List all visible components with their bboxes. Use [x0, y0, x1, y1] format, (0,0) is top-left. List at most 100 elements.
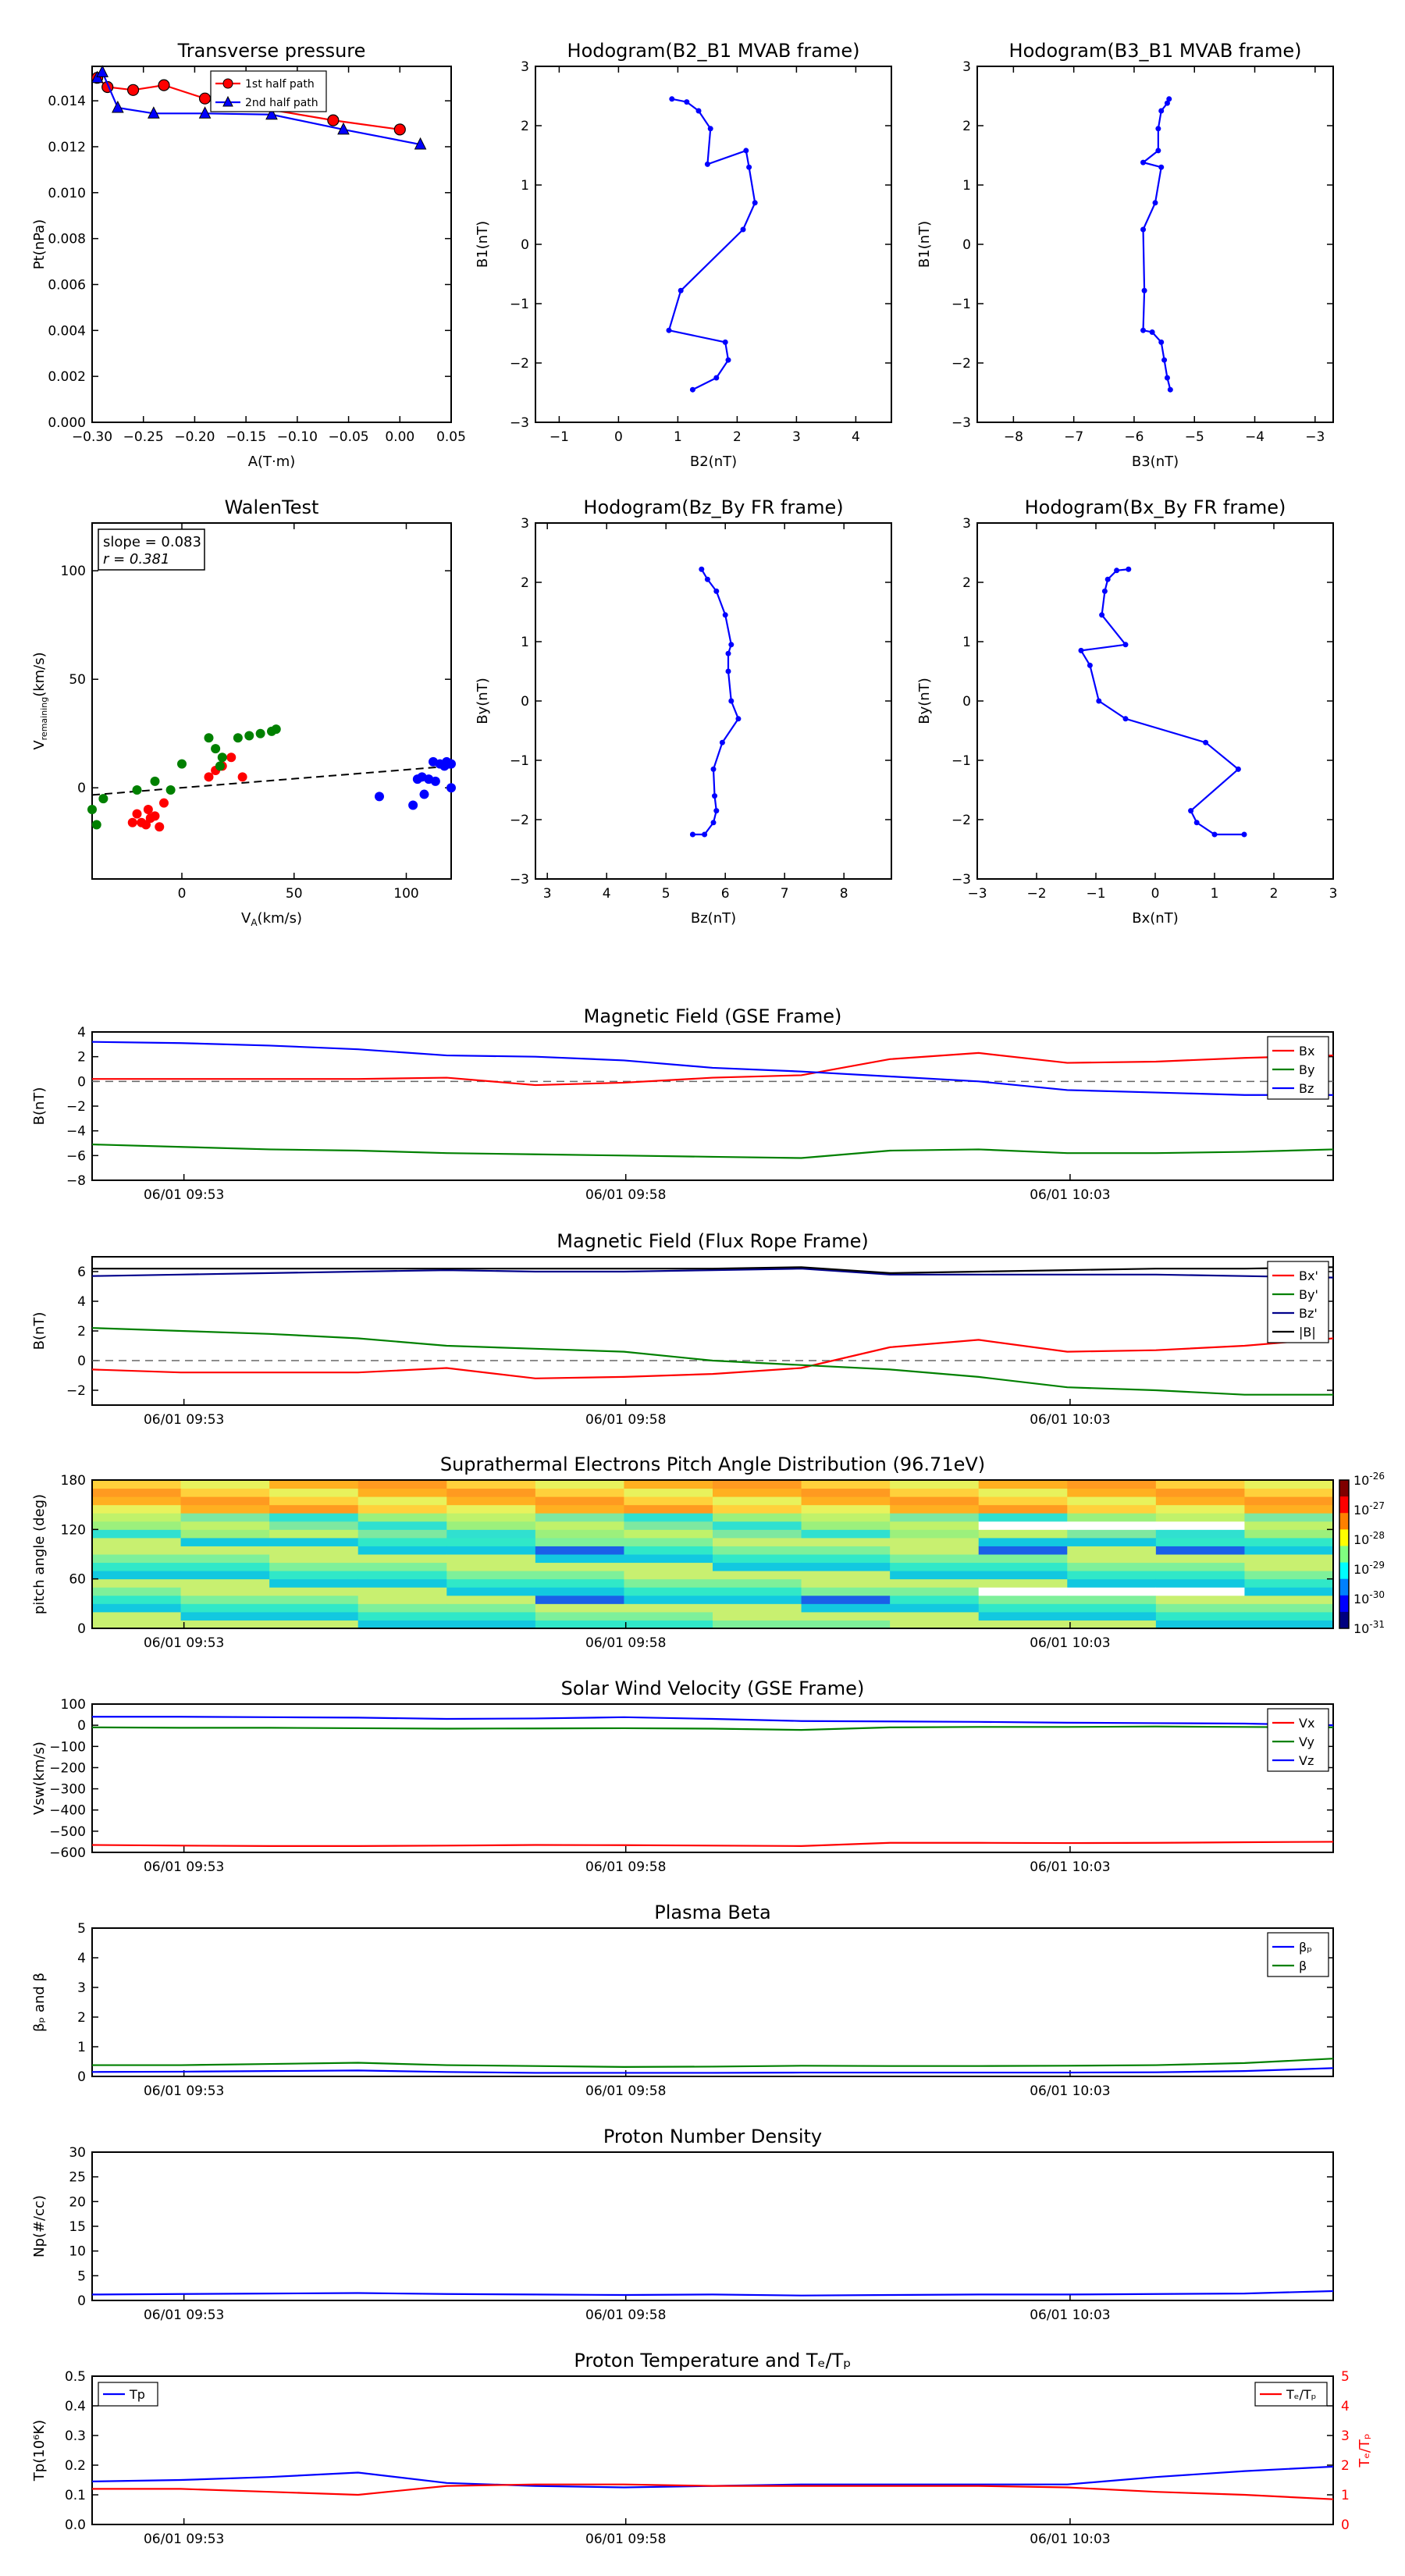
hodogram-bx-by-ytick-label: 3 — [962, 516, 971, 532]
transverse-pressure-series-2ndhalfpath-point — [96, 65, 108, 77]
hodogram-bz-by-series-s0-point — [713, 588, 720, 594]
hodogram-bz-by-series-s0-line — [692, 568, 740, 836]
pad-cell — [1244, 1603, 1334, 1613]
hodogram-bz-by-ytick-label: 0 — [521, 694, 529, 710]
pad-cell — [446, 1529, 536, 1539]
hodogram-bx-by-series-s0-point — [1087, 662, 1093, 668]
hodogram-b2-b1-series-s0-point — [689, 386, 695, 393]
hodogram-b3-b1-xtick-label: −5 — [1185, 429, 1204, 445]
hodogram-b2-b1-ylabel: B1(nT) — [475, 221, 491, 268]
hodogram-b3-b1-ytick-label: 3 — [962, 59, 971, 75]
hodogram-b2-b1-series-s0-point — [704, 161, 710, 167]
walen-test-xtick-label: 0 — [178, 886, 187, 902]
pad-cell — [890, 1521, 980, 1530]
pad-cell — [624, 1578, 713, 1588]
tp-time-tick-label: 06/01 10:03 — [1030, 2532, 1110, 2547]
transverse-pressure-series-2ndhalfpath-point — [337, 122, 350, 135]
pad-cell — [1067, 1562, 1157, 1571]
tp-title: Proton Temperature and Tₑ/Tₚ — [574, 2350, 851, 2371]
hodogram-b2-b1-series-s0-point — [707, 126, 713, 132]
hodogram-b3-b1-ytick-label: 1 — [962, 178, 971, 194]
hodogram-b3-b1-ylabel: B1(nT) — [916, 221, 933, 268]
walen-test-ytick-label: 0 — [77, 781, 86, 796]
pad-cell — [978, 1562, 1068, 1571]
pad-cell — [1155, 1587, 1245, 1596]
pad-cell — [357, 1571, 447, 1580]
pad-cell — [890, 1488, 980, 1497]
vsw-ytick-label: 100 — [61, 1697, 86, 1713]
pad-cell — [1155, 1554, 1245, 1564]
pad-ytick-label: 60 — [69, 1572, 86, 1588]
pad-cell — [446, 1513, 536, 1522]
pad-cell — [801, 1571, 891, 1580]
hodogram-bz-by-series-s0-point — [689, 831, 695, 838]
hodogram-bx-by-series-s0-line — [1080, 568, 1244, 836]
pad-cell — [180, 1496, 270, 1506]
pad-cell — [446, 1571, 536, 1580]
transverse-pressure-xtick-label: −0.10 — [277, 429, 318, 445]
pad-cell — [1155, 1504, 1245, 1514]
vsw-ytick-label: 0 — [77, 1718, 86, 1734]
np-series-s0-line — [91, 2290, 1334, 2297]
tp-legend-tp-label: Tp — [129, 2387, 145, 2402]
transverse-pressure-frame — [91, 66, 452, 423]
hodogram-bx-by-series-s0-point — [1203, 739, 1209, 745]
walen-test-ytick-label: 100 — [61, 564, 86, 579]
pad-cell — [1244, 1488, 1334, 1497]
mag-fr-ytick-label: 4 — [77, 1294, 86, 1310]
hodogram-bz-by-series-s0-point — [722, 612, 728, 618]
pad-cell — [92, 1504, 182, 1514]
hodogram-b3-b1-xtick-label: −4 — [1245, 429, 1264, 445]
pad-cell — [1244, 1587, 1334, 1596]
walen-test-series-s1-point — [233, 733, 243, 743]
mag-fr-legend-label: By' — [1299, 1287, 1318, 1302]
tp-ytick-label: 0.0 — [65, 2517, 86, 2533]
pad-cell — [890, 1496, 980, 1506]
walen-test-xlabel: VA(km/s) — [241, 910, 302, 928]
pad-cell — [446, 1595, 536, 1604]
pad-cell — [801, 1554, 891, 1564]
pad-cell — [535, 1578, 624, 1588]
pad-cell — [535, 1554, 624, 1564]
hodogram-b2-b1-ytick-label: 0 — [521, 237, 529, 253]
mag-gse-ytick-label: −2 — [66, 1099, 86, 1115]
hodogram-b2-b1-xtick-label: −1 — [550, 429, 569, 445]
pad-cell — [801, 1537, 891, 1546]
mag-fr-legend-label: Bx' — [1299, 1268, 1318, 1283]
pad-cell — [624, 1513, 713, 1522]
pad-cell — [535, 1571, 624, 1580]
transverse-pressure-xtick-label: 0.00 — [385, 429, 414, 445]
pad-cell — [1067, 1488, 1157, 1497]
pad-cell — [1067, 1513, 1157, 1522]
vsw-legend — [1267, 1708, 1329, 1772]
pad-cell — [269, 1513, 359, 1522]
pad-cell — [269, 1571, 359, 1580]
walen-test-series-s0-point — [150, 811, 160, 821]
pad-cell — [1155, 1620, 1245, 1629]
pad-cell — [1155, 1521, 1245, 1530]
beta-frame — [91, 1927, 1334, 2077]
walen-test-series-s1-point — [87, 805, 97, 815]
mag-gse-legend — [1267, 1036, 1329, 1100]
hodogram-b2-b1-series-s0-point — [669, 96, 675, 102]
hodogram-b2-b1-series-s0-point — [695, 108, 702, 114]
pad-cell — [890, 1611, 980, 1621]
hodogram-bz-by-ytick-label: −1 — [510, 753, 529, 769]
pad-cell — [180, 1521, 270, 1530]
colorbar-segment — [1339, 1496, 1349, 1514]
pad-cell — [1155, 1488, 1245, 1497]
tp-series-tp-line — [91, 2465, 1334, 2489]
pad-cell — [535, 1587, 624, 1596]
pad-cell — [978, 1587, 1068, 1596]
np-time-tick-label: 06/01 10:03 — [1030, 2307, 1110, 2323]
pad-cell — [180, 1603, 270, 1613]
pad-cell — [1067, 1480, 1157, 1489]
hodogram-bz-by-xtick-label: 5 — [662, 886, 670, 902]
pad-cell — [92, 1587, 182, 1596]
walen-test-series-s1-point — [217, 753, 227, 763]
pad-cell — [1067, 1521, 1157, 1530]
pad-cell — [624, 1611, 713, 1621]
transverse-pressure-xtick-label: −0.25 — [123, 429, 164, 445]
colorbar-segment — [1339, 1611, 1349, 1629]
